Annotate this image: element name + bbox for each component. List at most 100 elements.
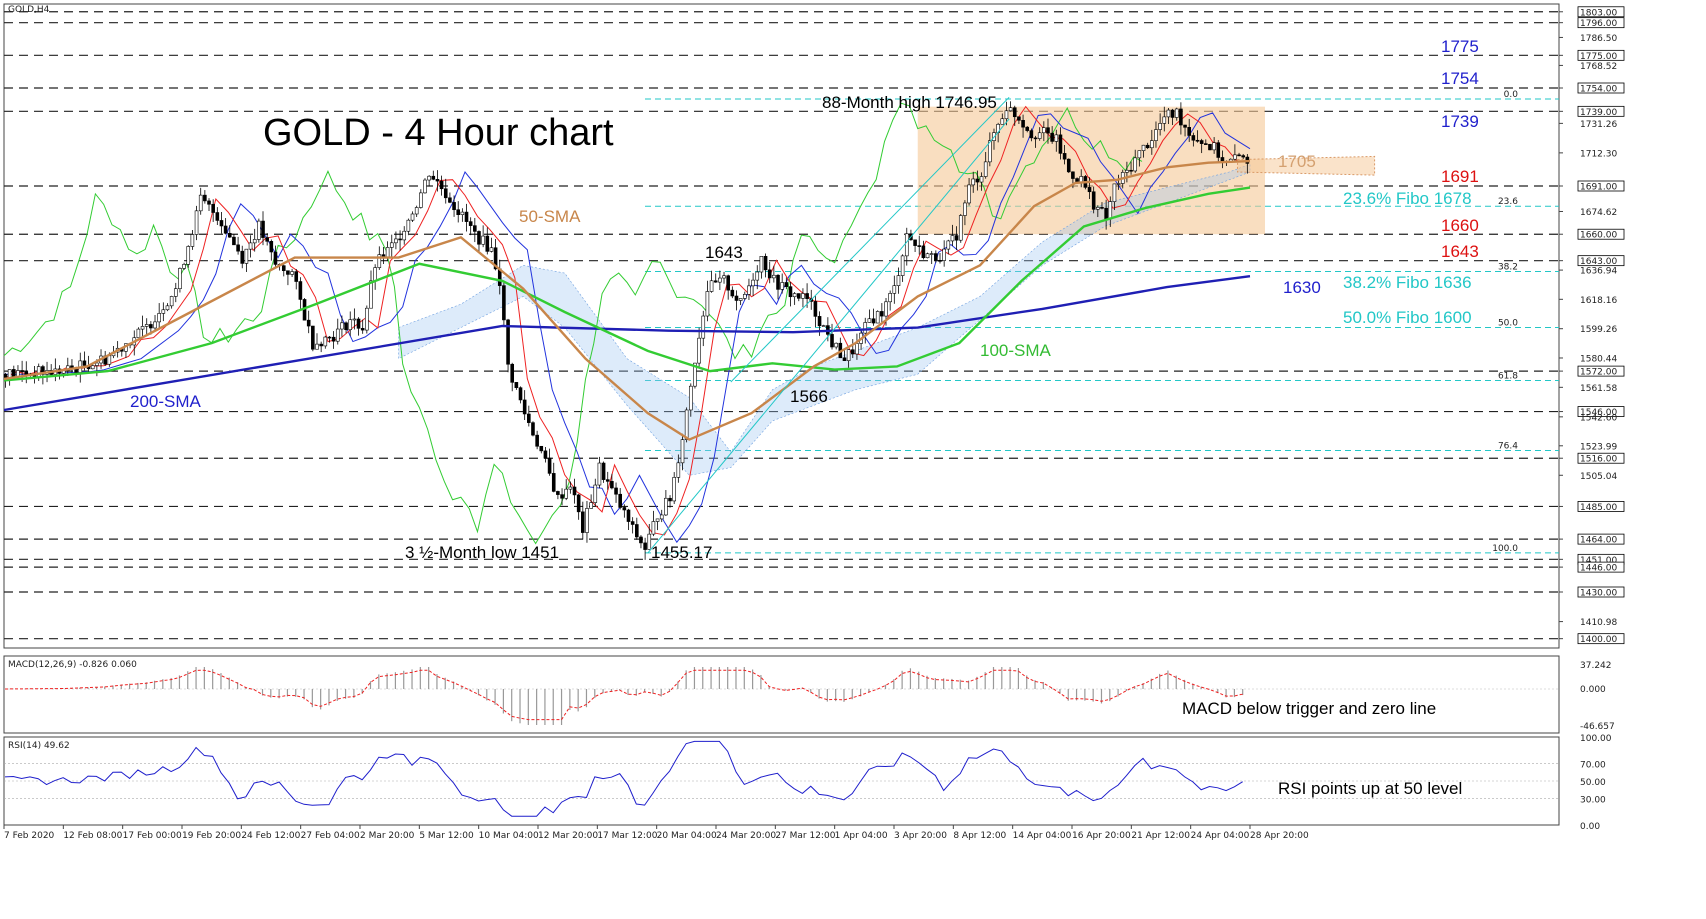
- rsi-line: [4, 740, 1243, 817]
- candle-body: [792, 293, 797, 298]
- candle-body: [194, 210, 199, 235]
- candle-body: [506, 319, 510, 365]
- candle-body: [676, 462, 681, 478]
- candle-body: [938, 260, 942, 262]
- rsi-tick: 100.00: [1580, 734, 1612, 744]
- y-tick-label: 1542.60: [1580, 413, 1617, 423]
- candle-body: [614, 487, 618, 495]
- candle-body: [1037, 132, 1042, 139]
- candle-body: [871, 318, 876, 324]
- candle-body: [560, 494, 564, 499]
- candle-body: [942, 248, 946, 261]
- price-tag-box: [1577, 561, 1625, 573]
- candle-body: [1058, 134, 1063, 154]
- price-tag-box: [1577, 533, 1625, 545]
- candle-body: [688, 385, 693, 411]
- candle-body: [286, 270, 290, 275]
- candle-body: [1145, 144, 1150, 149]
- y-tick-label: 1786.50: [1580, 34, 1617, 44]
- candle-body: [967, 184, 971, 204]
- candle-body: [402, 230, 407, 241]
- candle-body: [82, 360, 87, 366]
- candle-body: [730, 289, 735, 297]
- x-tick-label: 14 Apr 04:00: [1013, 831, 1072, 841]
- price-tag-box: [1577, 180, 1625, 192]
- candle-body: [647, 533, 652, 550]
- x-tick-label: 20 Mar 04:00: [657, 831, 717, 841]
- candle-body: [394, 238, 398, 244]
- candle-body: [751, 279, 755, 287]
- candle-body: [875, 311, 880, 324]
- candle-body: [747, 285, 751, 295]
- candle-body: [1096, 207, 1100, 210]
- candle-body: [489, 247, 494, 252]
- candle-body: [921, 245, 926, 259]
- candle-body: [327, 336, 332, 339]
- candle-body: [892, 285, 897, 294]
- candle-body: [1033, 137, 1038, 140]
- candle-body: [697, 337, 701, 364]
- candle-body: [576, 494, 581, 513]
- y-tick-label: 1561.58: [1580, 384, 1617, 394]
- price-tag-box: [1577, 255, 1625, 267]
- candle-body: [443, 188, 448, 199]
- rsi-tick: 0.00: [1580, 822, 1600, 832]
- candle-body: [12, 369, 16, 377]
- candle-body: [672, 477, 676, 502]
- candle-body: [219, 220, 224, 227]
- right-label: 1739: [1441, 112, 1479, 131]
- candle-body: [522, 399, 527, 415]
- right-label: 1754: [1441, 69, 1479, 88]
- y-tick-label: 1691.00: [1580, 183, 1617, 193]
- candle-body: [801, 293, 805, 299]
- candle-body: [718, 277, 722, 283]
- candle-body: [365, 307, 369, 331]
- chikou-span: [3, 102, 1143, 545]
- candle-body: [954, 235, 959, 241]
- candle-body: [1187, 127, 1191, 136]
- x-tick-label: 27 Mar 12:00: [775, 831, 835, 841]
- symbol-label: GOLD,H4: [8, 5, 50, 15]
- candle-body: [477, 231, 481, 245]
- candle-body: [419, 192, 423, 208]
- candle-body: [223, 225, 228, 234]
- right-label: 50.0% Fibo 1600: [1343, 308, 1472, 327]
- candle-body: [527, 413, 531, 423]
- candle-body: [734, 295, 739, 301]
- price-tag-box: [1577, 82, 1625, 94]
- candle-body: [1125, 169, 1129, 173]
- candle-body: [311, 325, 315, 350]
- x-tick-label: 19 Feb 20:00: [182, 831, 241, 841]
- candle-body: [701, 315, 706, 339]
- candle-body: [925, 253, 930, 259]
- candle-body: [913, 239, 917, 246]
- y-tick-label: 1516.00: [1580, 455, 1617, 465]
- candle-body: [796, 293, 801, 299]
- price-tag-box: [1577, 105, 1625, 117]
- candle-body: [452, 202, 456, 211]
- candle-body: [1004, 110, 1009, 120]
- candle-body: [664, 497, 668, 516]
- candle-body: [1150, 140, 1154, 149]
- candle-body: [767, 269, 772, 279]
- candle-body: [352, 318, 357, 321]
- candle-body: [1179, 108, 1183, 126]
- candle-body: [1087, 187, 1092, 193]
- candle-body: [468, 221, 473, 226]
- candle-body: [597, 462, 602, 486]
- macd-note: MACD below trigger and zero line: [1182, 699, 1436, 718]
- candle-body: [705, 291, 710, 317]
- price-tag-box: [1577, 452, 1625, 464]
- price-tag-box: [1577, 586, 1625, 598]
- candle-body: [182, 264, 186, 269]
- candle-body: [1012, 107, 1017, 118]
- candle-body: [934, 253, 938, 261]
- candle-body: [1195, 139, 1200, 142]
- price-tag-box: [1577, 365, 1625, 377]
- candle-body: [610, 481, 614, 489]
- candle-body: [726, 275, 730, 291]
- rsi-tick: 50.00: [1580, 778, 1606, 788]
- candle-body: [601, 462, 606, 480]
- x-tick-label: 12 Mar 20:00: [538, 831, 598, 841]
